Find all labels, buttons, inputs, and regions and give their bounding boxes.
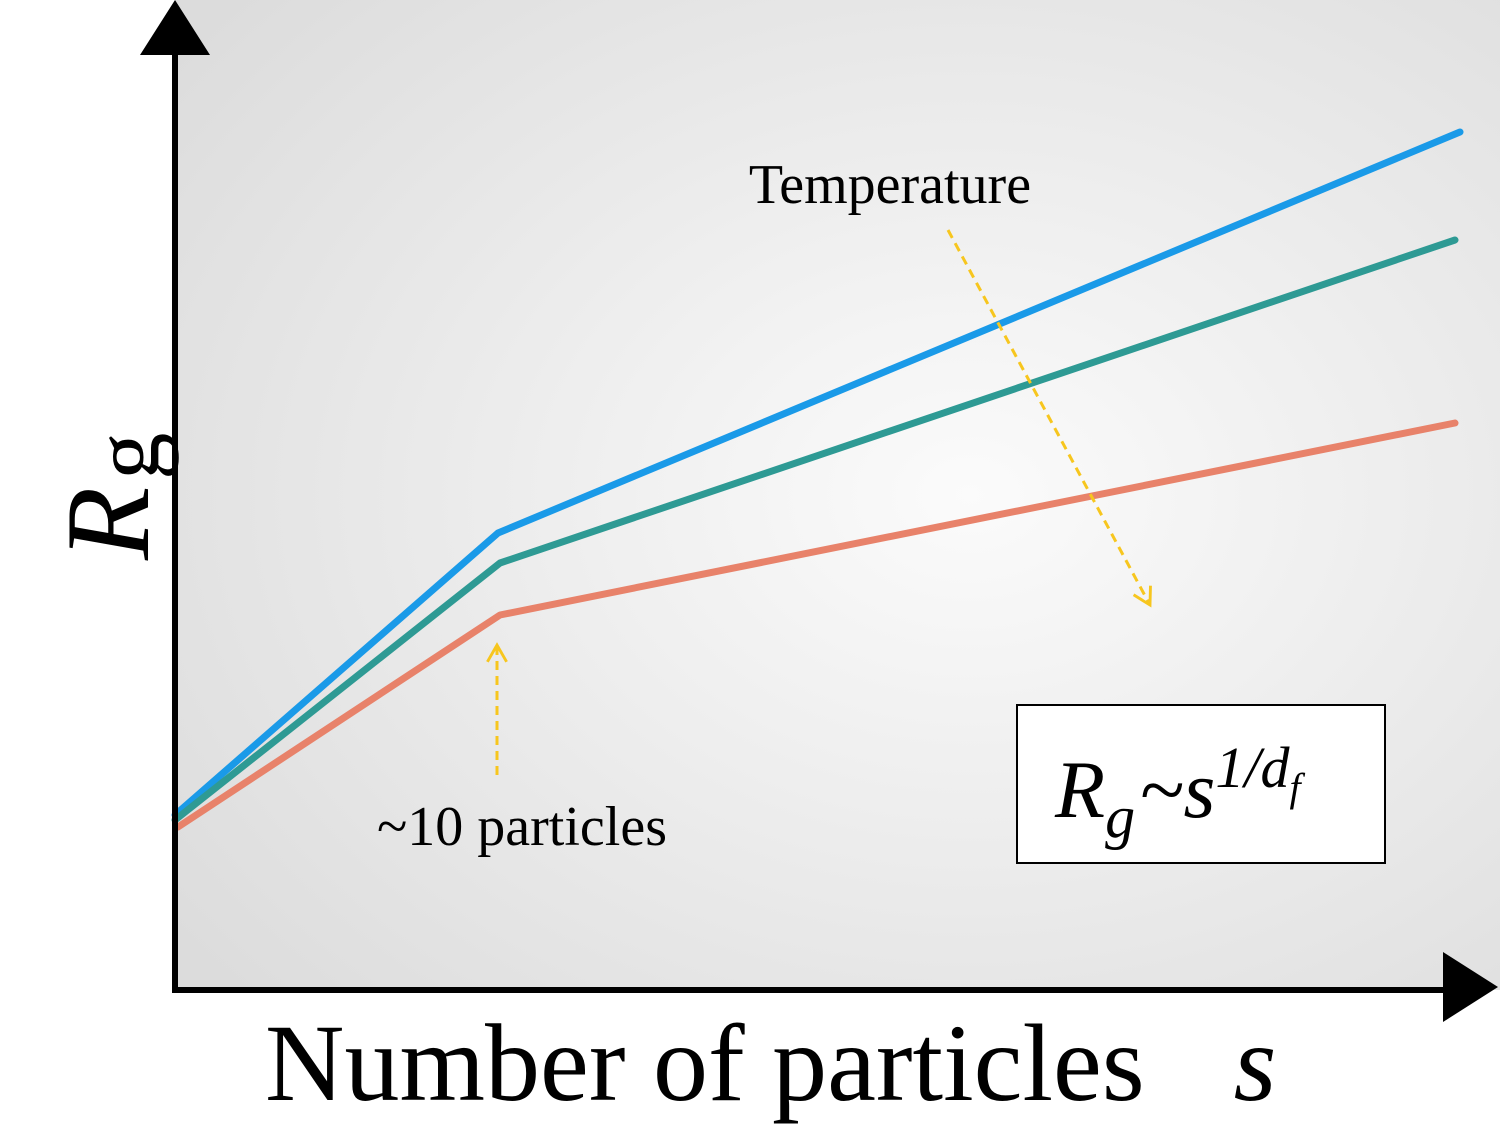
formula-relation: ~s	[1139, 744, 1215, 835]
y-axis-arrowhead	[140, 0, 210, 55]
temperature-label: Temperature	[749, 154, 1031, 216]
formula-exponent: 1/d	[1215, 735, 1290, 800]
formula-lhs-subscript: g	[1105, 784, 1135, 850]
formula-box	[1016, 704, 1386, 864]
curve-low	[174, 419, 1459, 831]
curve-mid	[171, 236, 1459, 824]
curve-high	[171, 128, 1464, 819]
y-axis-symbol: R	[41, 487, 174, 561]
x-axis-arrowhead	[1443, 952, 1498, 1022]
y-axis-subscript: g	[73, 433, 179, 481]
temperature-arrow	[946, 229, 1152, 608]
crossover-label: ~10 particles	[377, 796, 667, 858]
x-axis-symbol: s	[1234, 1002, 1277, 1124]
formula: Rg~s1/df	[1054, 735, 1306, 850]
y-axis-label: R g	[41, 433, 179, 562]
formula-lhs: R	[1054, 744, 1105, 835]
x-axis-label: Number of particles	[265, 1002, 1145, 1124]
